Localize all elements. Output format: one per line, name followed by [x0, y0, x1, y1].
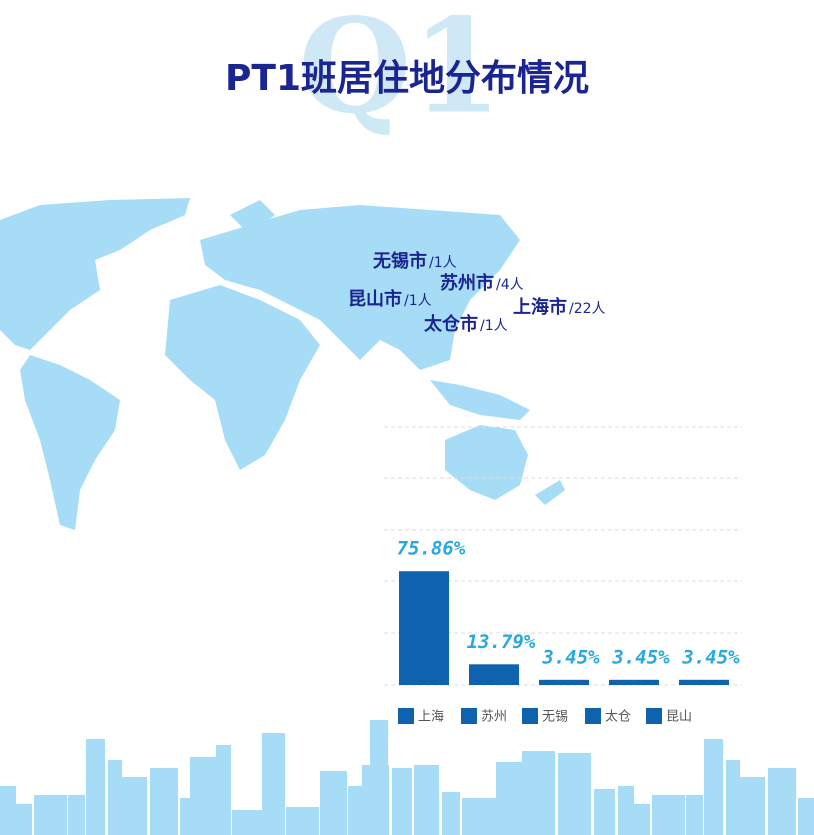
building: [232, 810, 262, 835]
city-label: 上海市: [513, 296, 567, 318]
building: [704, 739, 723, 835]
building: [370, 720, 388, 835]
building: [496, 762, 522, 835]
building: [34, 795, 67, 835]
count-label: /22人: [569, 301, 606, 317]
building: [740, 777, 765, 835]
building: [414, 765, 439, 835]
count-label: /1人: [404, 293, 432, 309]
value-label: 3.45%: [681, 646, 740, 668]
building: [68, 795, 85, 835]
building: [0, 786, 16, 835]
city-label: 苏州市: [440, 272, 494, 294]
building: [618, 786, 634, 835]
building: [216, 745, 231, 835]
value-label: 75.86%: [397, 538, 466, 560]
legend-swatch: [522, 708, 538, 724]
value-label: 13.79%: [467, 631, 536, 653]
value-label: 3.45%: [611, 646, 670, 668]
building: [348, 786, 362, 835]
legend-label: 苏州: [481, 709, 507, 725]
building: [798, 798, 814, 835]
building: [558, 753, 591, 835]
bar: [469, 664, 519, 685]
bar: [609, 679, 659, 685]
building: [16, 804, 32, 835]
legend-label: 上海: [418, 710, 444, 725]
legend-swatch: [585, 708, 601, 724]
bar: [679, 679, 729, 685]
building: [652, 795, 685, 835]
building: [522, 751, 555, 835]
city-label: 太仓市: [424, 313, 478, 335]
building: [190, 757, 218, 835]
world-map: [0, 198, 565, 530]
legend-label: 太仓: [605, 710, 631, 725]
building: [594, 789, 615, 835]
bar: [539, 679, 589, 685]
building: [86, 739, 105, 835]
legend-swatch: [461, 708, 477, 724]
building: [150, 768, 178, 835]
building: [768, 768, 796, 835]
building: [634, 804, 650, 835]
building: [320, 771, 347, 835]
count-label: /1人: [429, 255, 457, 271]
count-label: /1人: [480, 318, 508, 334]
city-label: 昆山市: [348, 288, 402, 310]
legend-label: 昆山: [666, 710, 692, 725]
building: [286, 807, 319, 835]
building: [442, 792, 460, 835]
building: [108, 760, 122, 835]
legend-swatch: [646, 708, 662, 724]
building: [122, 777, 147, 835]
count-label: /4人: [496, 277, 524, 293]
building: [262, 733, 285, 835]
building: [726, 760, 740, 835]
bar: [399, 571, 449, 685]
building: [392, 768, 412, 835]
watermark: Q1: [298, 0, 502, 143]
legend-swatch: [398, 708, 414, 724]
legend-label: 无锡: [542, 710, 568, 725]
skyline: [0, 720, 814, 835]
chart-title: PT1班居住地分布情况: [225, 58, 589, 99]
value-label: 3.45%: [541, 646, 600, 668]
building: [686, 795, 703, 835]
building: [462, 798, 496, 835]
city-label: 无锡市: [373, 250, 427, 272]
